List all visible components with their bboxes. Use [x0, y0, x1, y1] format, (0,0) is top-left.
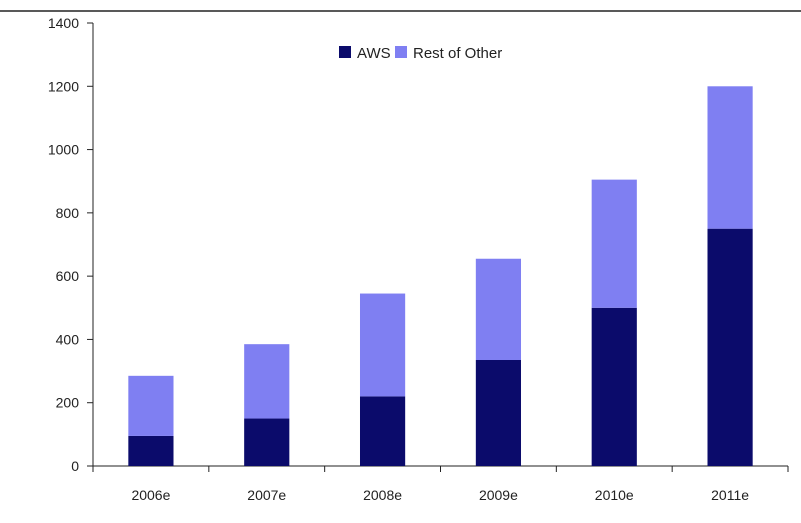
- x-tick-label: 2010e: [595, 487, 634, 503]
- bar-rest-of-other: [707, 86, 753, 229]
- bars: [128, 86, 753, 466]
- legend-label: Rest of Other: [413, 45, 502, 62]
- y-tick-label: 0: [71, 458, 79, 474]
- legend-label: AWS: [357, 45, 391, 62]
- bar-aws: [591, 307, 637, 466]
- y-tick-label: 600: [56, 268, 80, 284]
- bar-rest-of-other: [128, 375, 174, 436]
- x-tick-label: 2007e: [247, 487, 286, 503]
- bar-aws: [707, 228, 753, 466]
- bar-rest-of-other: [359, 293, 406, 397]
- y-tick-label: 1400: [48, 15, 79, 31]
- bar-rest-of-other: [475, 258, 522, 360]
- bar-rest-of-other: [244, 344, 290, 419]
- bar-aws: [475, 359, 522, 466]
- y-axis: 0 200 400 600 800 1000 1200 1400: [48, 15, 94, 474]
- y-tick-label: 400: [56, 331, 80, 347]
- y-tick-label: 200: [56, 395, 80, 411]
- x-tick-label: 2011e: [711, 487, 749, 503]
- x-tick-label: 2008e: [363, 487, 402, 503]
- legend-swatch: [395, 46, 407, 58]
- x-tick-label: 2009e: [479, 487, 518, 503]
- legend-swatch: [339, 46, 351, 58]
- x-tick-label: 2006e: [131, 487, 170, 503]
- bar-aws: [359, 396, 406, 466]
- bar-rest-of-other: [591, 179, 637, 308]
- x-axis: 2006e 2007e 2008e 2009e 2010e 2011e: [92, 465, 789, 503]
- y-tick-label: 1200: [48, 78, 79, 94]
- y-tick-label: 800: [56, 205, 80, 221]
- bar-aws: [128, 435, 174, 466]
- bar-aws: [244, 418, 290, 466]
- legend: AWS Rest of Other: [339, 45, 502, 62]
- y-tick-label: 1000: [48, 142, 79, 158]
